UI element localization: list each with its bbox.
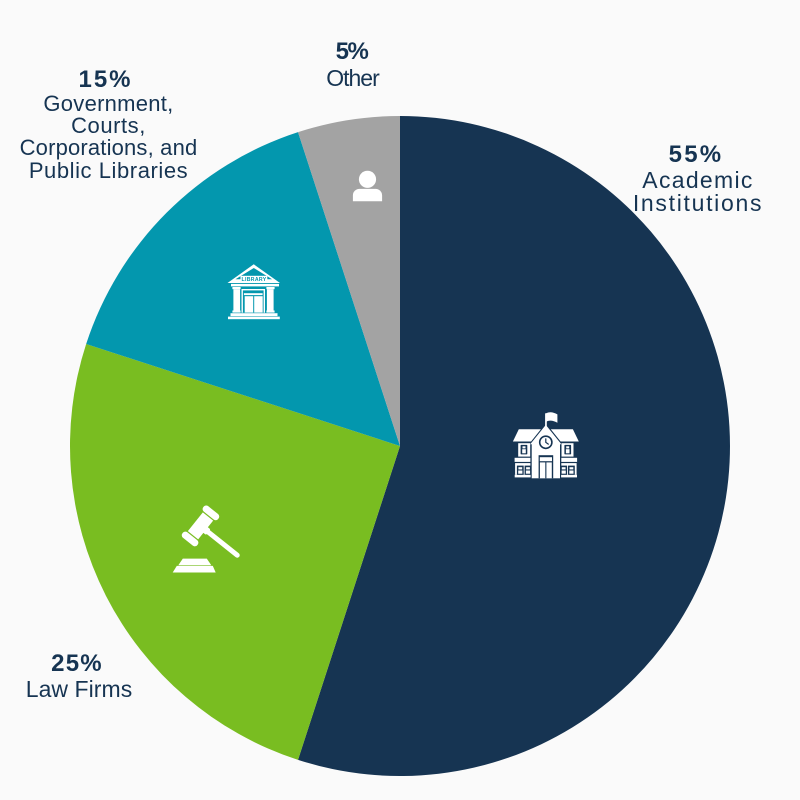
svg-text:LIBRARY: LIBRARY: [242, 277, 267, 283]
